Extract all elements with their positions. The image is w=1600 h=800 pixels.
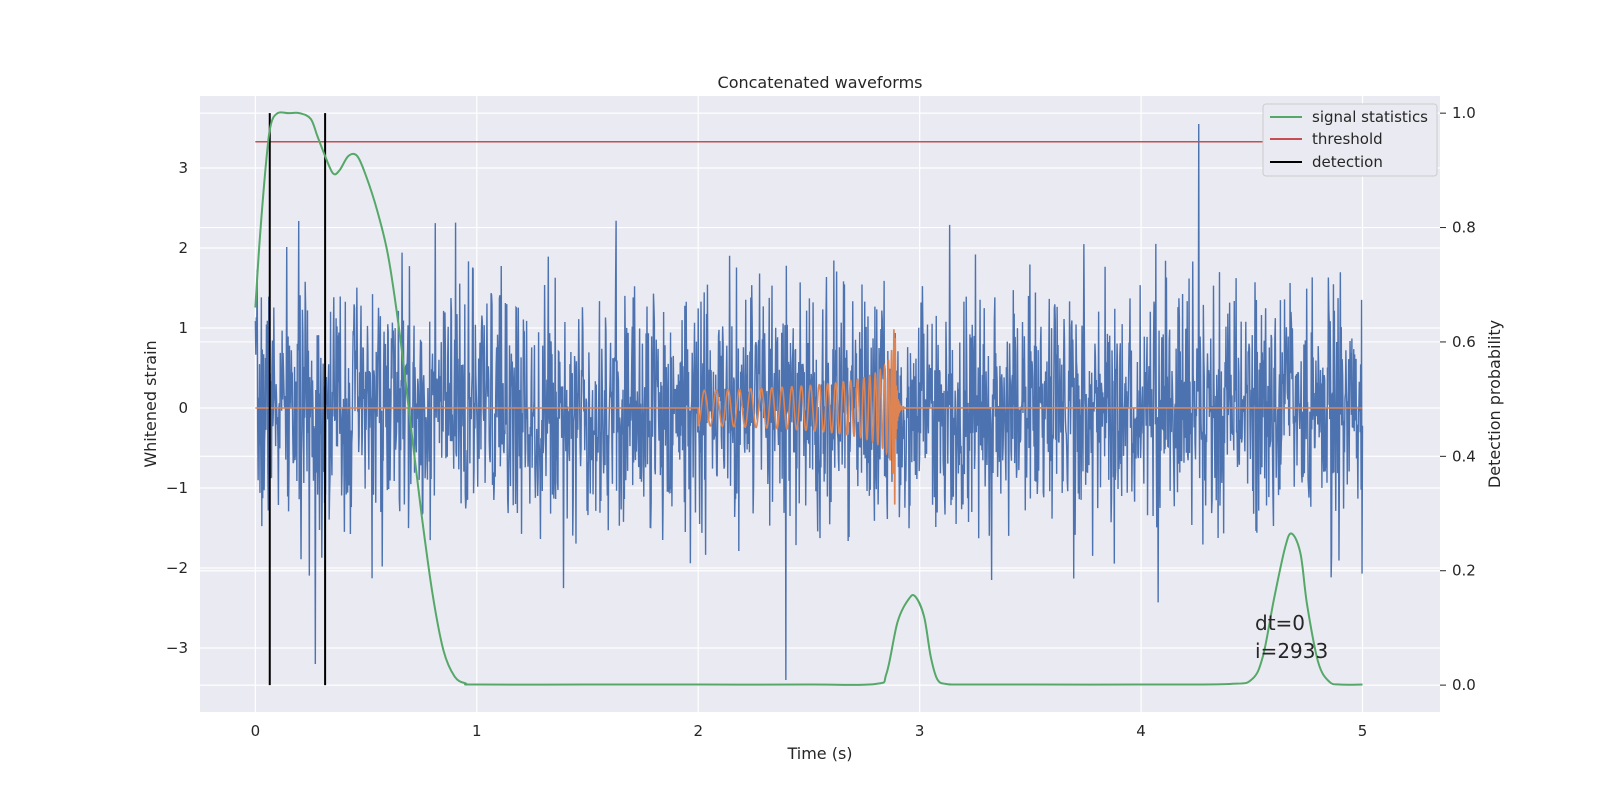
chart-title: Concatenated waveforms <box>718 73 923 92</box>
right-y-tick-label: 0.6 <box>1452 333 1476 351</box>
right-y-tick-label: 0.4 <box>1452 447 1476 465</box>
x-tick-label: 2 <box>693 722 703 740</box>
right-y-axis-ticks: 1.0 0.8 0.6 0.4 0.2 0.0 <box>1440 104 1476 694</box>
annotation-index: i=2933 <box>1255 639 1328 663</box>
y-axis-ticks: 3 2 1 0 −1 −2 −3 <box>166 159 188 657</box>
y-tick-label: −1 <box>166 479 188 497</box>
right-y-tick-label: 0.0 <box>1452 676 1476 694</box>
right-y-axis-label: Detection probability <box>1485 320 1504 488</box>
right-y-tick-label: 1.0 <box>1452 104 1476 122</box>
y-axis-label: Whitened strain <box>141 340 160 467</box>
legend-label-signal-statistics: signal statistics <box>1312 108 1428 126</box>
y-tick-label: 2 <box>178 239 188 257</box>
y-tick-label: −3 <box>166 639 188 657</box>
legend-label-detection: detection <box>1312 153 1383 171</box>
annotation-dt: dt=0 <box>1255 611 1305 635</box>
y-tick-label: −2 <box>166 559 188 577</box>
x-tick-label: 1 <box>472 722 482 740</box>
x-tick-label: 0 <box>251 722 261 740</box>
whitened-strain-line <box>254 123 1364 681</box>
detection-overlays <box>254 111 1363 686</box>
y-tick-label: 0 <box>178 399 188 417</box>
x-tick-label: 5 <box>1358 722 1368 740</box>
signal-statistics-line <box>254 111 1363 686</box>
y-tick-label: 1 <box>178 319 188 337</box>
x-tick-label: 3 <box>915 722 925 740</box>
whitened-strain-series <box>254 123 1364 681</box>
right-y-tick-label: 0.2 <box>1452 562 1476 580</box>
legend: signal statistics threshold detection <box>1262 103 1438 177</box>
x-tick-label: 4 <box>1136 722 1146 740</box>
waveform-line <box>255 329 1363 505</box>
legend-label-threshold: threshold <box>1312 130 1383 148</box>
x-axis-label: Time (s) <box>786 744 852 763</box>
waveform-series <box>255 329 1363 505</box>
x-axis-ticks: 0 1 2 3 4 5 <box>251 722 1368 740</box>
y-tick-label: 3 <box>178 159 188 177</box>
right-y-tick-label: 0.8 <box>1452 219 1476 237</box>
legend-box <box>1262 103 1438 177</box>
